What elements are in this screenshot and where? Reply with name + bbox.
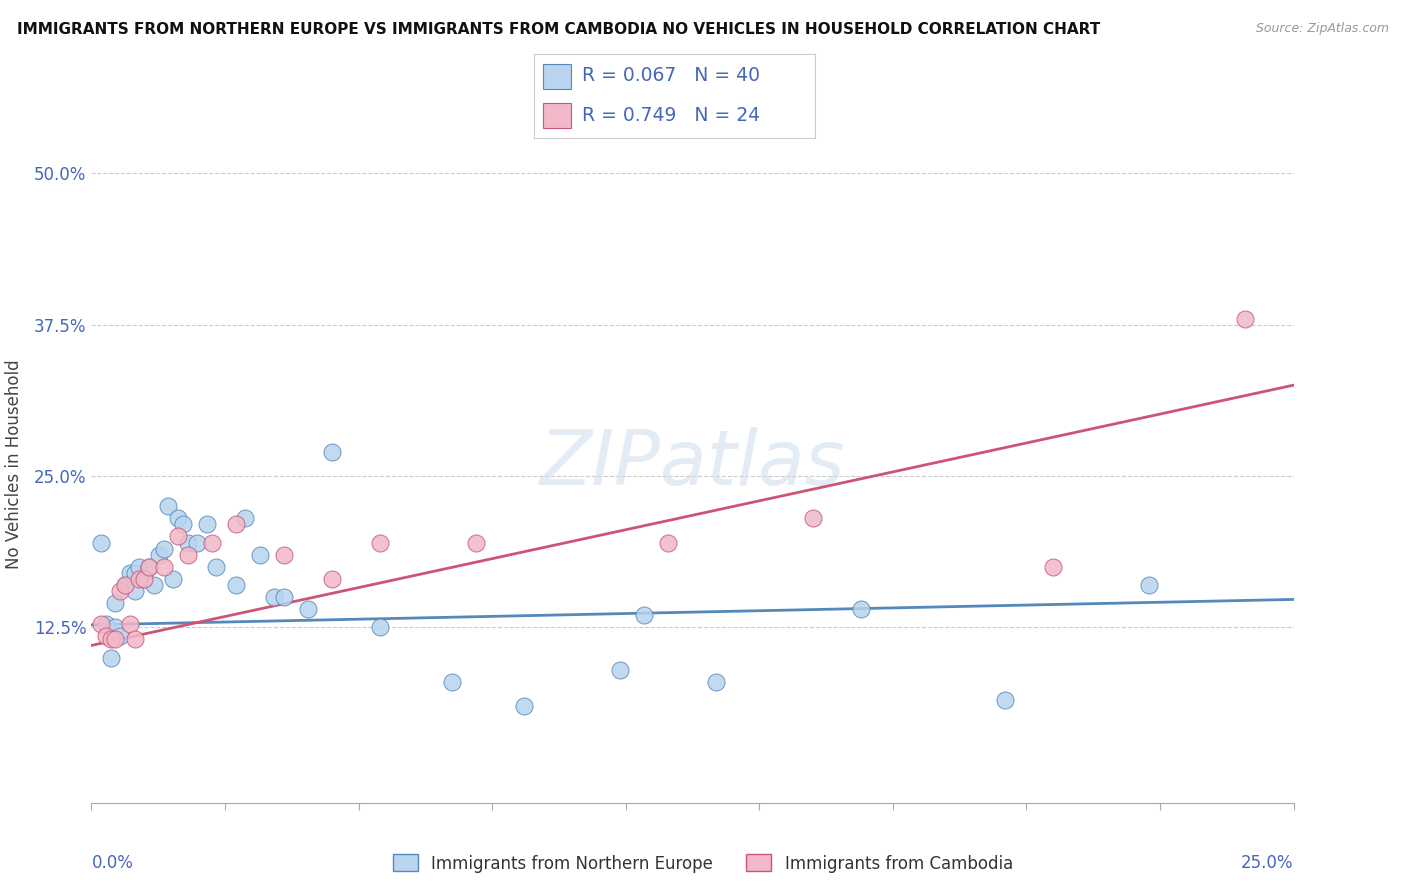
Immigrants from Northern Europe [1137,578,1160,592]
Immigrants from Cambodia [321,572,343,586]
Immigrants from Northern Europe [128,559,150,574]
Immigrants from Northern Europe [186,535,208,549]
Immigrants from Northern Europe [94,616,117,631]
Immigrants from Northern Europe [368,620,391,634]
Immigrants from Northern Europe [162,572,184,586]
Immigrants from Cambodia [225,517,247,532]
Text: 0.0%: 0.0% [91,854,134,871]
Immigrants from Northern Europe [124,566,146,580]
Immigrants from Northern Europe [100,650,122,665]
Immigrants from Cambodia [138,559,160,574]
Immigrants from Northern Europe [90,535,112,549]
Text: Source: ZipAtlas.com: Source: ZipAtlas.com [1256,22,1389,36]
Immigrants from Northern Europe [849,602,872,616]
Immigrants from Northern Europe [176,535,198,549]
Text: R = 0.749   N = 24: R = 0.749 N = 24 [582,106,761,125]
Immigrants from Cambodia [273,548,295,562]
Immigrants from Cambodia [128,572,150,586]
Immigrants from Northern Europe [440,674,463,689]
Immigrants from Northern Europe [157,500,180,514]
Immigrants from Cambodia [90,616,112,631]
Immigrants from Northern Europe [110,629,132,643]
Immigrants from Northern Europe [118,566,141,580]
Text: ZIPatlas: ZIPatlas [540,427,845,500]
Immigrants from Cambodia [110,584,132,599]
Immigrants from Cambodia [201,535,224,549]
Immigrants from Northern Europe [633,608,655,623]
Immigrants from Cambodia [118,616,141,631]
Y-axis label: No Vehicles in Household: No Vehicles in Household [4,359,22,569]
Bar [543,63,571,89]
Immigrants from Northern Europe [321,444,343,458]
Immigrants from Cambodia [94,629,117,643]
Immigrants from Northern Europe [124,584,146,599]
Immigrants from Cambodia [152,559,174,574]
Immigrants from Cambodia [134,572,156,586]
Immigrants from Northern Europe [152,541,174,556]
Immigrants from Northern Europe [134,572,156,586]
Immigrants from Northern Europe [609,663,631,677]
Immigrants from Northern Europe [195,517,218,532]
Immigrants from Northern Europe [138,559,160,574]
Immigrants from Northern Europe [233,511,256,525]
Immigrants from Northern Europe [142,578,165,592]
Immigrants from Northern Europe [205,559,228,574]
Immigrants from Cambodia [801,511,824,525]
Immigrants from Cambodia [1234,311,1257,326]
Immigrants from Northern Europe [167,511,190,525]
Text: IMMIGRANTS FROM NORTHERN EUROPE VS IMMIGRANTS FROM CAMBODIA NO VEHICLES IN HOUSE: IMMIGRANTS FROM NORTHERN EUROPE VS IMMIG… [17,22,1099,37]
Immigrants from Cambodia [114,578,136,592]
Immigrants from Northern Europe [706,674,728,689]
Immigrants from Northern Europe [104,620,127,634]
Immigrants from Northern Europe [148,548,170,562]
Bar [543,103,571,128]
Immigrants from Northern Europe [249,548,271,562]
Immigrants from Cambodia [100,632,122,647]
Immigrants from Cambodia [368,535,391,549]
Immigrants from Cambodia [167,529,190,543]
Immigrants from Cambodia [1042,559,1064,574]
Immigrants from Cambodia [465,535,488,549]
Immigrants from Northern Europe [225,578,247,592]
Immigrants from Northern Europe [263,590,285,604]
Immigrants from Northern Europe [172,517,194,532]
Immigrants from Cambodia [176,548,198,562]
Immigrants from Northern Europe [994,693,1017,707]
Immigrants from Cambodia [104,632,127,647]
Immigrants from Northern Europe [513,698,536,713]
Immigrants from Northern Europe [297,602,319,616]
Text: R = 0.067   N = 40: R = 0.067 N = 40 [582,66,761,85]
Immigrants from Northern Europe [114,578,136,592]
Immigrants from Cambodia [657,535,679,549]
Immigrants from Northern Europe [104,596,127,610]
Immigrants from Cambodia [124,632,146,647]
Legend: Immigrants from Northern Europe, Immigrants from Cambodia: Immigrants from Northern Europe, Immigra… [387,847,1019,880]
Text: 25.0%: 25.0% [1241,854,1294,871]
Immigrants from Northern Europe [273,590,295,604]
